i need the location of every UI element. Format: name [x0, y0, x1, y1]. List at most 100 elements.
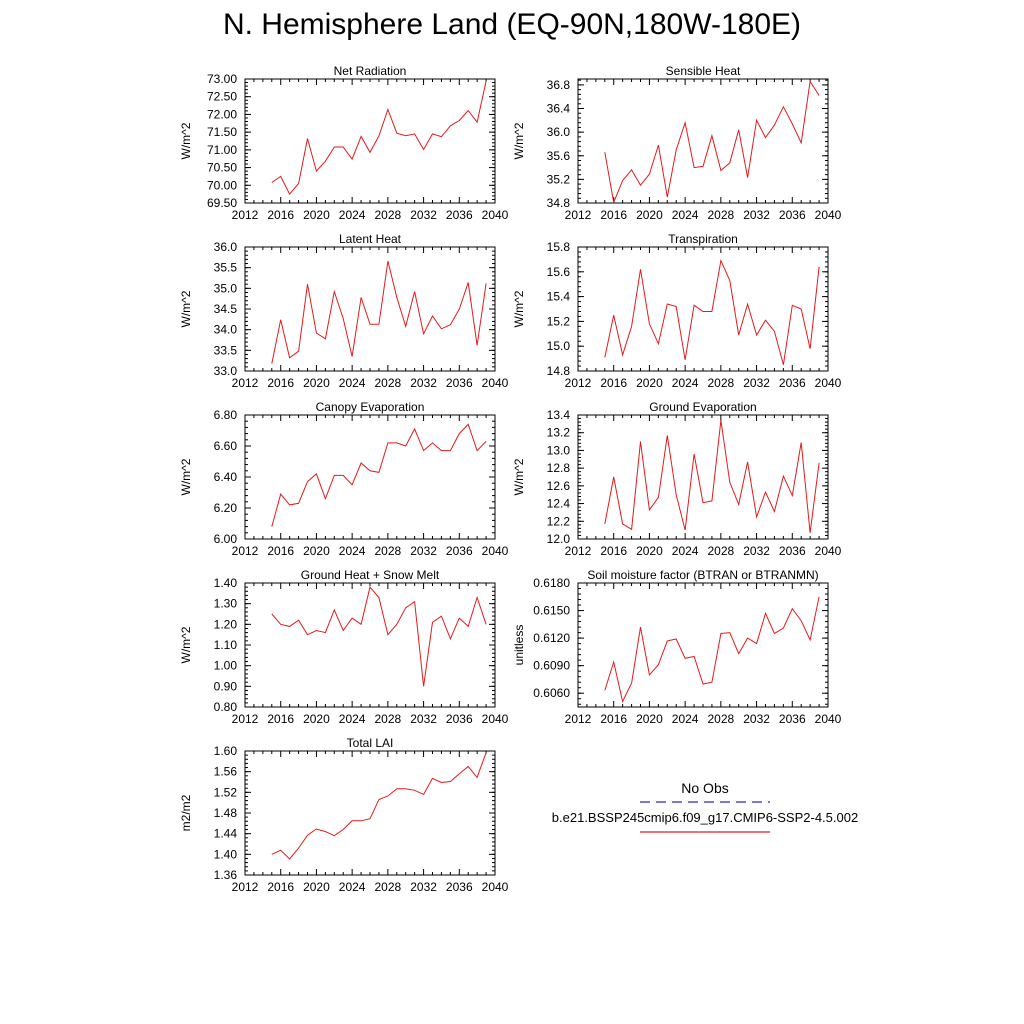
chart-ground-heat-snow-melt: Ground Heat + Snow Melt W/m^2 2012 2016 2020…: [179, 568, 509, 726]
x-tick-label: 2032: [743, 376, 770, 390]
series-line: [604, 420, 820, 533]
y-tick-label: 34.0: [214, 323, 238, 337]
y-axis-label: W/m^2: [179, 122, 193, 159]
y-axis-label: W/m^2: [512, 122, 526, 159]
chart-total-lai: Total LAI m2/m2 2012 2016 2020 2024 2028 2032 20…: [179, 736, 509, 894]
y-tick-label: 71.00: [207, 143, 237, 157]
chart-ground-evaporation: Ground Evaporation W/m^2 2012 2016 2020 2024 2…: [512, 400, 842, 558]
y-tick-label: 1.56: [214, 765, 238, 779]
y-tick-label: 71.50: [207, 125, 237, 139]
chart-title: Ground Heat + Snow Melt: [301, 568, 440, 582]
y-tick-label: 34.8: [547, 196, 571, 210]
y-tick-label: 12.2: [547, 514, 571, 528]
x-tick-label: 2028: [375, 208, 402, 222]
legend: No Obs b.e21.BSSP245cmip6.f09_g17.CMIP6-…: [530, 780, 880, 836]
plot-frame: [577, 582, 829, 708]
x-tick-label: 2032: [743, 712, 770, 726]
plot-frame: [577, 78, 829, 204]
y-tick-label: 1.30: [214, 597, 238, 611]
x-tick-label: 2032: [743, 208, 770, 222]
series-line: [271, 586, 487, 687]
x-tick-label: 2028: [708, 208, 735, 222]
x-tick-label: 2012: [232, 880, 259, 894]
x-tick-label: 2020: [303, 880, 330, 894]
chart-canopy-evaporation: Canopy Evaporation W/m^2 2012 2016 2020 2024 2…: [179, 400, 509, 558]
y-tick-label: 36.0: [547, 125, 571, 139]
y-tick-label: 12.6: [547, 479, 571, 493]
x-tick-label: 2032: [410, 712, 437, 726]
x-tick-label: 2040: [482, 880, 509, 894]
x-tick-label: 2020: [636, 544, 663, 558]
y-tick-label: 1.10: [214, 638, 238, 652]
series-line: [271, 260, 487, 364]
x-tick-label: 2024: [339, 712, 366, 726]
x-tick-label: 2016: [600, 712, 627, 726]
y-tick-label: 12.0: [547, 532, 571, 546]
y-tick-label: 33.5: [214, 343, 238, 357]
y-tick-label: 6.00: [214, 532, 238, 546]
x-tick-label: 2032: [410, 880, 437, 894]
x-tick-label: 2040: [482, 712, 509, 726]
y-tick-label: 1.40: [214, 847, 238, 861]
legend-obs-line: [640, 801, 770, 803]
chart-title: Total LAI: [347, 736, 394, 750]
chart-title: Ground Evaporation: [649, 400, 756, 414]
y-tick-label: 35.5: [214, 261, 238, 275]
y-tick-label: 34.5: [214, 302, 238, 316]
x-tick-label: 2032: [410, 376, 437, 390]
y-tick-label: 1.40: [214, 576, 238, 590]
x-tick-label: 2036: [779, 544, 806, 558]
y-tick-label: 15.4: [547, 290, 571, 304]
x-tick-label: 2016: [267, 880, 294, 894]
y-tick-label: 73.00: [207, 72, 237, 86]
y-tick-label: 72.00: [207, 107, 237, 121]
y-tick-label: 14.8: [547, 364, 571, 378]
series-line: [604, 258, 820, 365]
chart-title: Canopy Evaporation: [316, 400, 425, 414]
y-tick-label: 33.0: [214, 364, 238, 378]
plot-frame: [244, 750, 496, 876]
y-tick-label: 1.44: [214, 827, 238, 841]
y-tick-label: 35.2: [547, 172, 571, 186]
x-tick-label: 2036: [446, 208, 473, 222]
y-tick-label: 70.50: [207, 161, 237, 175]
x-tick-label: 2036: [446, 376, 473, 390]
x-tick-label: 2028: [708, 544, 735, 558]
series-line: [271, 80, 487, 195]
chart-title: Transpiration: [668, 232, 738, 246]
x-tick-label: 2040: [815, 376, 842, 390]
y-tick-label: 0.6060: [533, 686, 570, 700]
legend-case-label: b.e21.BSSP245cmip6.f09_g17.CMIP6-SSP2-4.…: [551, 810, 859, 825]
y-tick-label: 0.80: [214, 700, 238, 714]
x-tick-label: 2032: [410, 544, 437, 558]
x-tick-label: 2040: [482, 376, 509, 390]
x-tick-label: 2036: [446, 544, 473, 558]
x-tick-label: 2020: [303, 376, 330, 390]
x-tick-label: 2016: [267, 544, 294, 558]
plot-frame: [244, 582, 496, 708]
chart-transpiration: Transpiration W/m^2 2012 2016 2020 2024 2028 20…: [512, 232, 842, 390]
y-axis-label: W/m^2: [179, 458, 193, 495]
chart-title: Sensible Heat: [666, 64, 741, 78]
x-tick-label: 2012: [232, 712, 259, 726]
y-tick-label: 0.6180: [533, 576, 570, 590]
x-tick-label: 2036: [779, 376, 806, 390]
x-tick-label: 2028: [375, 376, 402, 390]
x-tick-label: 2020: [303, 712, 330, 726]
y-tick-label: 15.0: [547, 339, 571, 353]
y-tick-label: 35.6: [547, 149, 571, 163]
x-tick-label: 2020: [636, 208, 663, 222]
y-tick-label: 1.20: [214, 617, 238, 631]
y-tick-label: 12.4: [547, 497, 571, 511]
y-tick-label: 1.48: [214, 806, 238, 820]
x-tick-label: 2028: [375, 712, 402, 726]
y-axis-label: unitless: [512, 625, 526, 666]
x-tick-label: 2016: [267, 712, 294, 726]
y-tick-label: 15.6: [547, 265, 571, 279]
x-tick-label: 2016: [600, 376, 627, 390]
y-tick-label: 1.36: [214, 868, 238, 882]
x-tick-label: 2024: [672, 544, 699, 558]
y-tick-label: 12.8: [547, 461, 571, 475]
